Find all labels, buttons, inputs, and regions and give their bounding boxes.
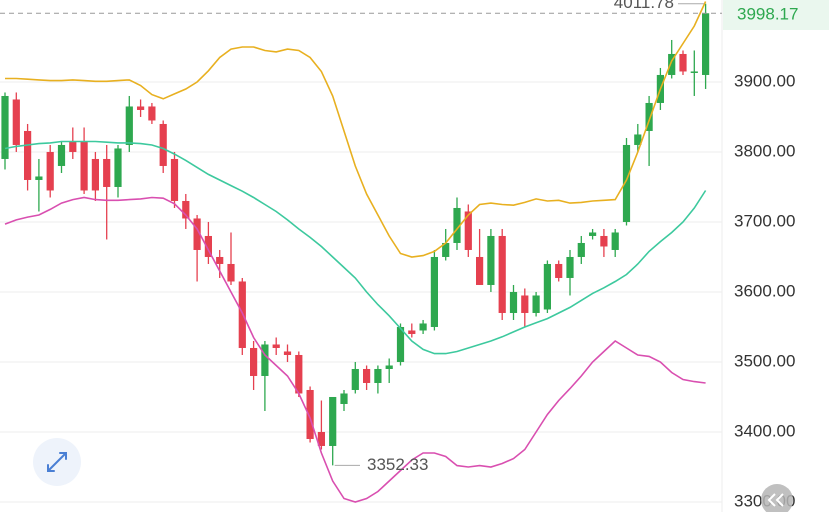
candle-body	[159, 123, 167, 166]
y-tick-label: 3900.00	[734, 71, 795, 90]
band-line	[5, 1, 707, 258]
candle-body	[1, 95, 9, 159]
y-tick-label: 3700.00	[734, 211, 795, 230]
candle-body	[521, 295, 529, 313]
candle-body	[487, 235, 495, 285]
candle-body	[306, 389, 314, 439]
candle-body	[24, 130, 32, 180]
candle-body	[91, 158, 99, 191]
candle-body	[283, 351, 292, 355]
candle-body	[182, 200, 190, 219]
candle-body	[622, 144, 631, 222]
min-price-label: 3352.33	[367, 455, 428, 474]
last-price-label: 3998.17	[737, 4, 798, 23]
candle-body	[261, 344, 269, 376]
candle-body	[148, 106, 156, 121]
candle-body	[634, 134, 642, 145]
candle-body	[509, 291, 518, 313]
candle-body	[374, 368, 382, 383]
candle-body	[453, 207, 461, 243]
candle-body	[555, 263, 563, 278]
candle-body	[532, 295, 540, 313]
candle-body	[250, 347, 258, 376]
candle-body	[114, 148, 122, 187]
candle-body	[216, 256, 224, 264]
candle-body	[35, 176, 43, 180]
candle-body	[295, 354, 303, 394]
y-tick-label: 3600.00	[734, 281, 795, 300]
candle-body	[645, 102, 653, 131]
band-line	[4, 196, 706, 503]
candle-body	[363, 368, 371, 383]
candle-body	[57, 144, 66, 166]
candle-body	[329, 396, 337, 446]
y-tick-label: 3500.00	[734, 351, 795, 370]
candle-body	[227, 263, 235, 282]
candle-body	[69, 141, 77, 152]
candle-body	[103, 158, 111, 187]
candle-body	[611, 232, 619, 250]
scroll-button-bg	[761, 484, 793, 512]
candle-body	[498, 235, 506, 313]
candle-body	[80, 141, 88, 191]
candle-body	[600, 235, 608, 247]
candle-body	[419, 323, 427, 331]
candle-body	[702, 13, 710, 75]
candle-body	[204, 235, 212, 257]
candle-body	[442, 242, 450, 257]
max-price-label: 4011.78	[614, 0, 674, 12]
candle-body	[408, 330, 416, 334]
candle-body	[125, 106, 133, 145]
candle-body	[589, 232, 597, 236]
candle-body	[272, 344, 280, 348]
last-price-box	[723, 0, 829, 30]
candle-body	[690, 71, 698, 73]
band-line	[4, 140, 707, 355]
candle-body	[476, 256, 484, 285]
expand-button[interactable]	[33, 438, 81, 486]
candle-body	[430, 256, 438, 327]
expand-icon	[47, 452, 67, 472]
candle-body	[12, 99, 20, 145]
candle-body	[464, 211, 472, 250]
candle-body	[46, 151, 54, 191]
y-tick-label: 3800.00	[734, 141, 795, 160]
candle-body	[396, 326, 405, 362]
candle-body	[668, 53, 676, 75]
candle-body	[137, 106, 145, 110]
candle-body	[679, 53, 687, 72]
candle-body	[543, 263, 551, 310]
candle-body	[351, 368, 359, 390]
scroll-icon	[767, 493, 784, 507]
candle-body	[340, 393, 348, 404]
candle-body	[566, 256, 574, 278]
candle-body	[317, 431, 325, 446]
scroll-button[interactable]	[761, 484, 793, 512]
candle-body	[385, 365, 393, 369]
candle-body	[193, 218, 201, 250]
candle-body	[577, 242, 585, 257]
candle-body	[170, 158, 179, 201]
y-tick-label: 3400.00	[734, 421, 795, 440]
